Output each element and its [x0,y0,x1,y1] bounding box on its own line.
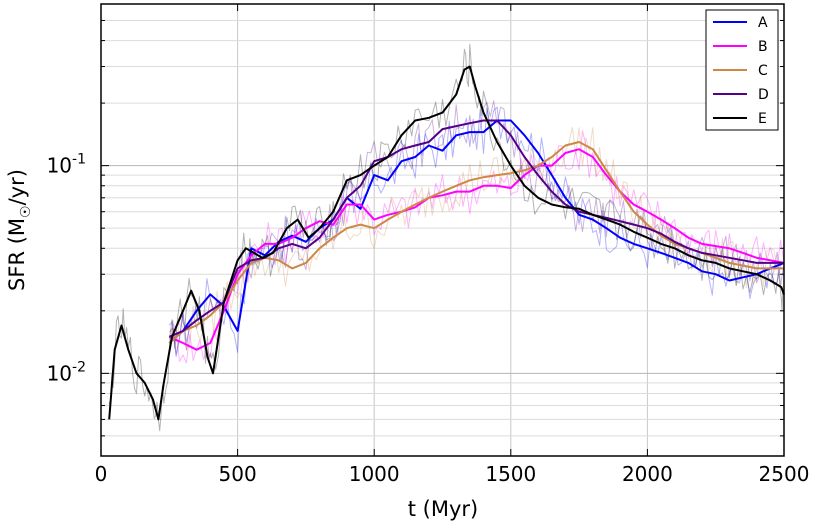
series-faint-trace-e [108,43,785,432]
plot-frame [100,3,785,457]
legend-label-e: E [758,111,767,127]
x-axis-ticks: 0 500 1000 1500 2000 2500 [95,4,810,486]
x-tick-label: 500 [219,462,257,486]
series-line-b [168,148,785,351]
series-lines [108,65,785,421]
y-axis-label: SFR (M☉/yr) [5,169,34,291]
y-axis-ticks: 10-2 10-1 [47,152,784,385]
series-line-a [168,119,785,344]
legend-label-a: A [758,15,768,31]
legend-label-d: D [758,87,769,103]
x-tick-label: 2500 [759,462,810,486]
y-axis-label-sub: ☉ [18,205,34,218]
x-tick-label: 0 [95,462,108,486]
plot-area-background [101,4,784,456]
legend-label-c: C [758,63,768,79]
x-tick-label: 1500 [485,462,536,486]
x-tick-label: 2000 [622,462,673,486]
legend-label-b: B [758,39,768,55]
y-tick-label: 10-1 [47,152,86,178]
series-line-e [108,65,785,421]
y-tick-label: 10-2 [47,359,86,385]
series-faint-trace-a [168,106,785,358]
y-axis-label-tail: /yr) [5,169,29,205]
x-axis-label: t (Myr) [408,497,478,521]
x-tick-label: 1000 [349,462,400,486]
y-axis-label-main: SFR (M [5,218,29,291]
minor-ticks [101,3,784,437]
